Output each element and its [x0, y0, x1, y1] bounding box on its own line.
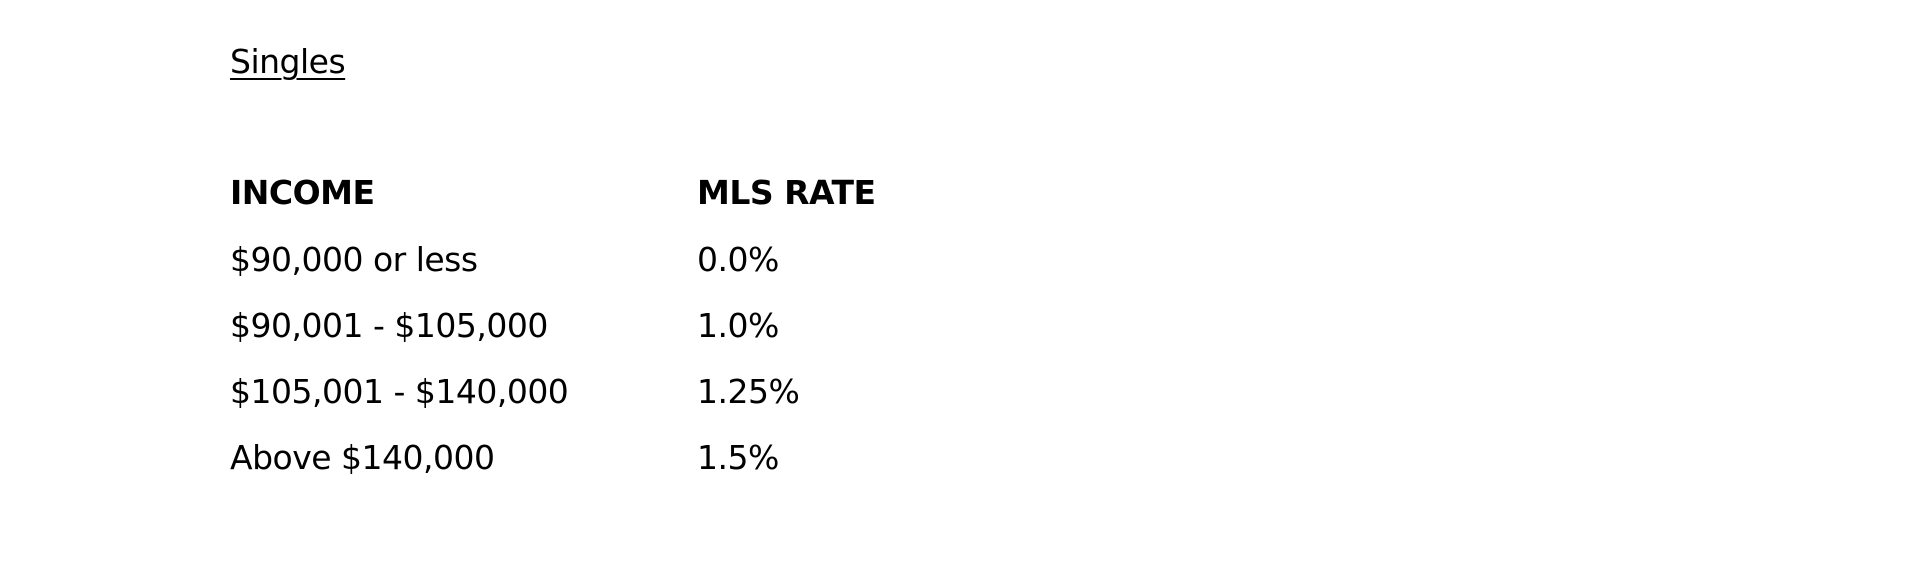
rate-cell: 1.0% — [697, 306, 779, 345]
rate-cell: 1.25% — [697, 372, 800, 411]
rate-cell: 0.0% — [697, 240, 779, 279]
section-title: Singles — [230, 42, 346, 81]
column-header: INCOME — [230, 173, 375, 212]
rate-cell: 1.5% — [697, 438, 779, 477]
income-cell: Above $140,000 — [230, 438, 495, 477]
column-header: MLS RATE — [697, 173, 876, 212]
income-cell: $90,001 - $105,000 — [230, 306, 548, 345]
income-cell: $105,001 - $140,000 — [230, 372, 569, 411]
income-cell: $90,000 or less — [230, 240, 478, 279]
